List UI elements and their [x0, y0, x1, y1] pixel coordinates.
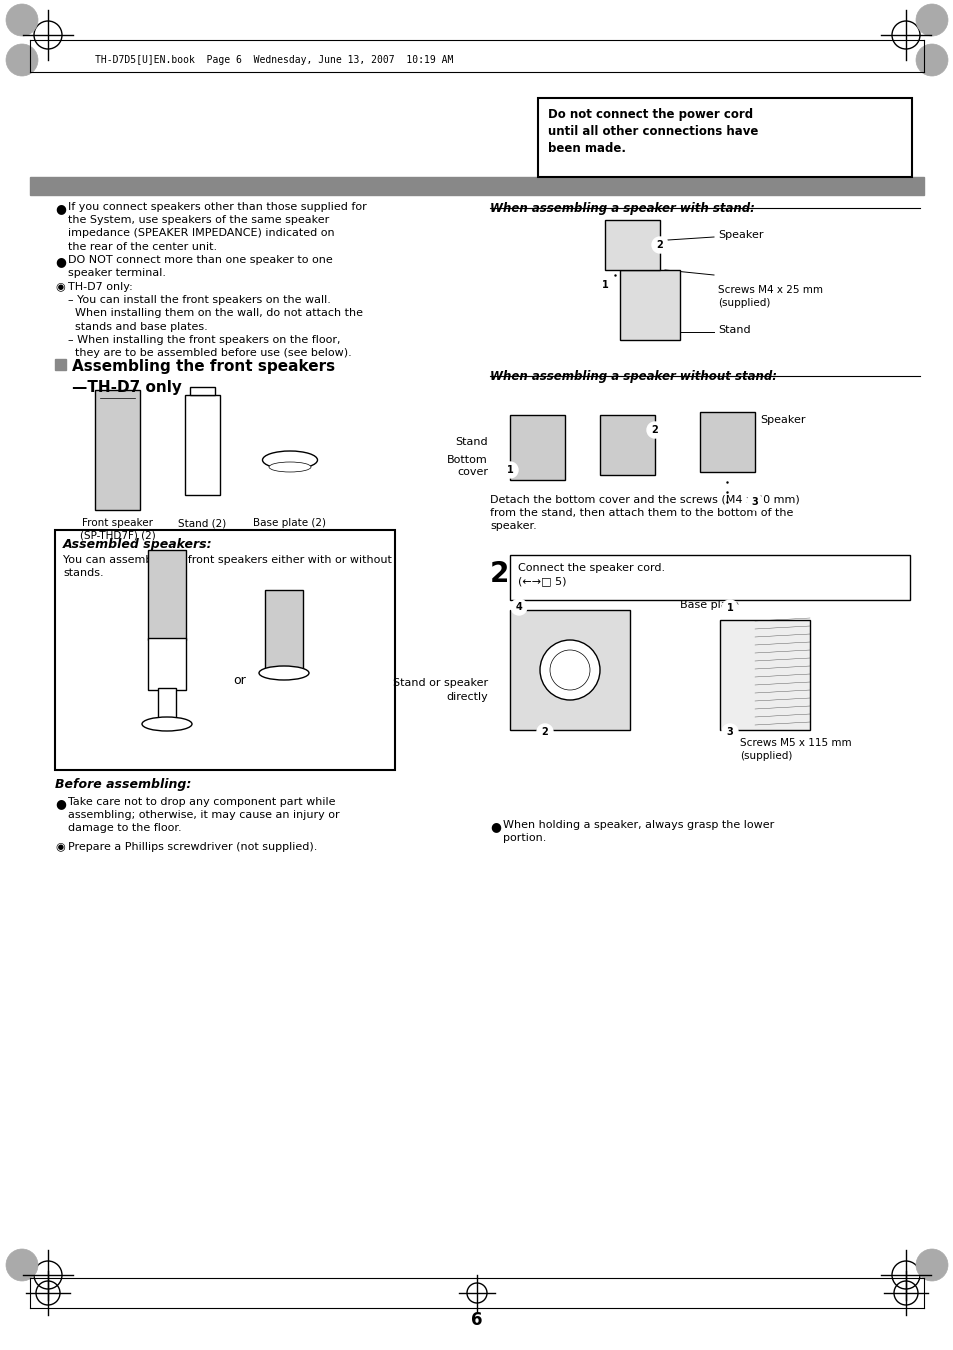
Text: Connect the speaker cord.
(←→□ 5): Connect the speaker cord. (←→□ 5) [517, 563, 664, 586]
Text: Speaker: Speaker [760, 414, 804, 425]
Text: Speaker: Speaker [718, 230, 762, 240]
Text: ◉: ◉ [55, 842, 65, 852]
Bar [30, 177, 923, 194]
Text: ●: ● [55, 202, 66, 215]
FancyBboxPatch shape [537, 99, 911, 177]
Text: 1: 1 [726, 603, 733, 613]
Ellipse shape [142, 717, 192, 730]
Text: Assembled speakers:: Assembled speakers: [63, 539, 213, 551]
Text: 1: 1 [506, 464, 513, 475]
Text: 2: 2 [541, 728, 548, 737]
Text: If you connect speakers other than those supplied for
the System, use speakers o: If you connect speakers other than those… [68, 202, 366, 251]
Text: Stand: Stand [455, 437, 488, 447]
Bar [55, 531, 395, 770]
Circle shape [721, 599, 738, 616]
Bar [599, 414, 655, 475]
Text: TH-D7 only:
– You can install the front speakers on the wall.
  When installing : TH-D7 only: – You can install the front … [68, 282, 363, 358]
Circle shape [6, 1249, 38, 1281]
Circle shape [6, 4, 38, 36]
Circle shape [651, 238, 667, 252]
Text: 2: 2 [651, 425, 658, 435]
Text: 4: 4 [515, 602, 522, 612]
Text: 6: 6 [471, 1311, 482, 1328]
Text: ●: ● [55, 255, 66, 269]
Bar [148, 639, 186, 690]
Bar [604, 220, 659, 270]
Circle shape [511, 599, 526, 616]
Bar [190, 387, 214, 396]
Text: 3: 3 [751, 497, 758, 508]
Ellipse shape [258, 666, 309, 680]
Text: 2: 2 [490, 560, 509, 589]
Text: ●: ● [490, 819, 500, 833]
Text: Screws M4 x 25 mm
(supplied): Screws M4 x 25 mm (supplied) [718, 285, 822, 308]
Text: Front speaker
(SP-THD7F) (2): Front speaker (SP-THD7F) (2) [80, 518, 155, 540]
Bar [185, 396, 220, 495]
Text: Stand: Stand [718, 325, 750, 335]
Ellipse shape [539, 640, 599, 701]
Text: TH-D7D5[U]EN.book  Page 6  Wednesday, June 13, 2007  10:19 AM: TH-D7D5[U]EN.book Page 6 Wednesday, June… [95, 55, 453, 65]
Text: When holding a speaker, always grasp the lower
portion.: When holding a speaker, always grasp the… [502, 819, 774, 844]
Circle shape [646, 423, 662, 437]
Text: Detach the bottom cover and the screws (M4 x 30 mm)
from the stand, then attach : Detach the bottom cover and the screws (… [490, 495, 799, 532]
Text: Base plate: Base plate [679, 599, 739, 610]
Text: ◉: ◉ [55, 282, 65, 292]
Text: Assembling the front speakers
—TH-D7 only: Assembling the front speakers —TH-D7 onl… [71, 359, 335, 396]
Ellipse shape [262, 451, 317, 468]
Text: When assembling a speaker without stand:: When assembling a speaker without stand: [490, 370, 776, 383]
Text: You can assemble the front speakers either with or without
stands.: You can assemble the front speakers eith… [63, 555, 392, 578]
Text: Before assembling:: Before assembling: [55, 778, 192, 791]
Bar [95, 390, 140, 510]
Bar [265, 590, 303, 670]
Circle shape [597, 277, 613, 293]
Bar [55, 359, 66, 370]
Text: Base plate (2): Base plate (2) [253, 518, 326, 528]
Circle shape [915, 45, 947, 76]
Text: Stand (2): Stand (2) [177, 518, 226, 528]
Ellipse shape [550, 649, 589, 690]
Bar [148, 549, 186, 640]
Circle shape [6, 45, 38, 76]
Bar [510, 555, 909, 599]
Circle shape [915, 4, 947, 36]
Text: 2: 2 [656, 240, 662, 250]
Bar [700, 412, 754, 472]
Text: ●: ● [55, 796, 66, 810]
Text: 3: 3 [726, 728, 733, 737]
Bar [158, 688, 175, 722]
Ellipse shape [269, 462, 311, 472]
Circle shape [721, 724, 738, 740]
Text: When assembling a speaker with stand:: When assembling a speaker with stand: [490, 202, 754, 215]
Circle shape [501, 462, 517, 478]
Text: DO NOT connect more than one speaker to one
speaker terminal.: DO NOT connect more than one speaker to … [68, 255, 333, 278]
Text: Bottom
cover: Bottom cover [447, 455, 488, 478]
Circle shape [537, 724, 553, 740]
Circle shape [746, 494, 762, 510]
Bar [510, 414, 564, 481]
Circle shape [915, 1249, 947, 1281]
Text: or: or [233, 674, 246, 687]
Text: Do not connect the power cord
until all other connections have
been made.: Do not connect the power cord until all … [547, 108, 758, 155]
Bar [619, 270, 679, 340]
Bar [510, 610, 629, 730]
Text: 1: 1 [601, 279, 608, 290]
Text: Take care not to drop any component part while
assembling; otherwise, it may cau: Take care not to drop any component part… [68, 796, 339, 833]
Text: Prepare a Phillips screwdriver (not supplied).: Prepare a Phillips screwdriver (not supp… [68, 842, 317, 852]
Text: Stand or speaker
directly: Stand or speaker directly [393, 679, 488, 702]
Bar [720, 620, 809, 730]
Text: Screws M5 x 115 mm
(supplied): Screws M5 x 115 mm (supplied) [740, 738, 851, 761]
